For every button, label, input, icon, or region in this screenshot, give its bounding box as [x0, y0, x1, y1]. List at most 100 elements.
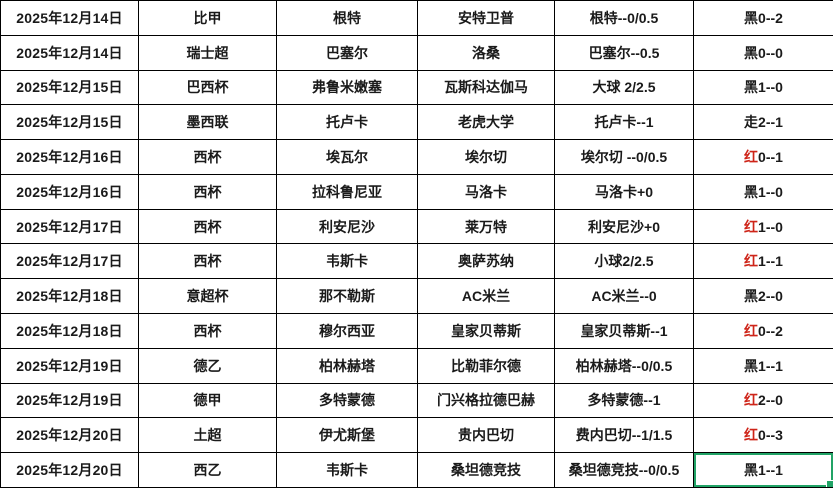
league-cell[interactable]: 西杯 — [138, 139, 277, 175]
home-team-cell[interactable]: 巴塞尔 — [276, 34, 418, 71]
away-team-cell[interactable]: 安特卫普 — [417, 0, 555, 36]
result-cell[interactable]: 走2--1 — [693, 104, 833, 141]
date-cell[interactable]: 2025年12月16日 — [0, 173, 139, 210]
handicap-cell[interactable]: 托卢卡--1 — [554, 104, 694, 141]
date-cell[interactable]: 2025年12月16日 — [0, 139, 139, 175]
away-team-cell[interactable]: 奥萨苏纳 — [417, 243, 555, 280]
league-cell[interactable]: 德甲 — [138, 382, 277, 419]
league-cell[interactable]: 墨西联 — [138, 104, 277, 141]
handicap-cell[interactable]: 埃尔切 --0/0.5 — [554, 139, 694, 175]
away-team-cell[interactable]: 马洛卡 — [417, 173, 555, 210]
away-team-cell[interactable]: 门兴格拉德巴赫 — [417, 382, 555, 419]
handicap-cell[interactable]: 马洛卡+0 — [554, 173, 694, 210]
league-cell[interactable]: 西杯 — [138, 313, 277, 349]
home-team-cell[interactable]: 穆尔西亚 — [276, 313, 418, 349]
handicap-cell[interactable]: 费内巴切--1/1.5 — [554, 417, 694, 454]
date-cell[interactable]: 2025年12月18日 — [0, 313, 139, 349]
date-cell[interactable]: 2025年12月17日 — [0, 243, 139, 280]
result-cell[interactable]: 黑0--0 — [693, 34, 833, 71]
date-cell[interactable]: 2025年12月14日 — [0, 34, 139, 71]
home-team-cell[interactable]: 拉科鲁尼亚 — [276, 173, 418, 210]
result-flag: 红 — [744, 218, 759, 235]
date-cell[interactable]: 2025年12月20日 — [0, 452, 139, 488]
date-cell[interactable]: 2025年12月15日 — [0, 69, 139, 106]
result-cell[interactable]: 红2--0 — [693, 382, 833, 419]
away-team-cell[interactable]: 桑坦德竞技 — [417, 452, 555, 488]
away-team-cell[interactable]: 皇家贝蒂斯 — [417, 313, 555, 349]
handicap-cell[interactable]: 小球2/2.5 — [554, 243, 694, 280]
table-row: 2025年12月19日 德乙 柏林赫塔 比勒菲尔德 柏林赫塔--0/0.5 黑1--1 — [0, 347, 833, 384]
result-score: 2--0 — [758, 288, 783, 305]
result-cell[interactable]: 红1--0 — [693, 208, 833, 245]
away-team-cell[interactable]: AC米兰 — [417, 278, 555, 315]
home-team-cell[interactable]: 伊尤斯堡 — [276, 417, 418, 454]
result-cell[interactable]: 红0--2 — [693, 313, 833, 349]
result-cell[interactable]: 红1--1 — [693, 243, 833, 280]
handicap-cell[interactable]: 巴塞尔--0.5 — [554, 34, 694, 71]
away-team-cell[interactable]: 埃尔切 — [417, 139, 555, 175]
league-cell[interactable]: 西杯 — [138, 208, 277, 245]
handicap-cell[interactable]: AC米兰--0 — [554, 278, 694, 315]
home-team-cell[interactable]: 柏林赫塔 — [276, 347, 418, 384]
table-row: 2025年12月16日 西杯 拉科鲁尼亚 马洛卡 马洛卡+0 黑1--0 — [0, 173, 833, 210]
league-cell[interactable]: 德乙 — [138, 347, 277, 384]
home-team-cell[interactable]: 多特蒙德 — [276, 382, 418, 419]
result-score: 1--1 — [758, 462, 783, 479]
league-cell[interactable]: 土超 — [138, 417, 277, 454]
date-cell[interactable]: 2025年12月17日 — [0, 208, 139, 245]
away-team-cell[interactable]: 莱万特 — [417, 208, 555, 245]
home-team-cell[interactable]: 韦斯卡 — [276, 452, 418, 488]
handicap-cell[interactable]: 桑坦德竞技--0/0.5 — [554, 452, 694, 488]
handicap-cell[interactable]: 柏林赫塔--0/0.5 — [554, 347, 694, 384]
home-team-cell[interactable]: 利安尼沙 — [276, 208, 418, 245]
result-cell[interactable]: 黑1--1 — [693, 347, 833, 384]
away-team-cell[interactable]: 瓦斯科达伽马 — [417, 69, 555, 106]
league-cell[interactable]: 比甲 — [138, 0, 277, 36]
away-team-cell[interactable]: 比勒菲尔德 — [417, 347, 555, 384]
date-cell[interactable]: 2025年12月19日 — [0, 347, 139, 384]
home-team-cell[interactable]: 韦斯卡 — [276, 243, 418, 280]
result-cell[interactable]: 黑1--0 — [693, 69, 833, 106]
result-cell-selected[interactable]: 黑1--1 — [693, 452, 833, 488]
handicap-cell[interactable]: 利安尼沙+0 — [554, 208, 694, 245]
league-cell[interactable]: 瑞士超 — [138, 34, 277, 71]
result-cell[interactable]: 红0--3 — [693, 417, 833, 454]
away-team-cell[interactable]: 洛桑 — [417, 34, 555, 71]
table-row: 2025年12月15日 巴西杯 弗鲁米嫩塞 瓦斯科达伽马 大球 2/2.5 黑1--0 — [0, 69, 833, 106]
league-cell[interactable]: 巴西杯 — [138, 69, 277, 106]
home-team-cell[interactable]: 托卢卡 — [276, 104, 418, 141]
date-cell[interactable]: 2025年12月20日 — [0, 417, 139, 454]
league-cell[interactable]: 西乙 — [138, 452, 277, 488]
fill-handle[interactable] — [826, 480, 833, 487]
handicap-cell[interactable]: 大球 2/2.5 — [554, 69, 694, 106]
away-team-cell[interactable]: 贵内巴切 — [417, 417, 555, 454]
date-cell[interactable]: 2025年12月14日 — [0, 0, 139, 36]
result-flag: 红 — [744, 149, 759, 166]
result-cell[interactable]: 黑0--2 — [693, 0, 833, 36]
date-cell[interactable]: 2025年12月18日 — [0, 278, 139, 315]
handicap-cell[interactable]: 根特--0/0.5 — [554, 0, 694, 36]
table-row: 2025年12月19日 德甲 多特蒙德 门兴格拉德巴赫 多特蒙德--1 红2--0 — [0, 382, 833, 419]
table-row: 2025年12月17日 西杯 利安尼沙 莱万特 利安尼沙+0 红1--0 — [0, 208, 833, 245]
date-cell[interactable]: 2025年12月19日 — [0, 382, 139, 419]
handicap-cell[interactable]: 多特蒙德--1 — [554, 382, 694, 419]
result-flag: 黑 — [744, 183, 759, 200]
home-team-cell[interactable]: 弗鲁米嫩塞 — [276, 69, 418, 106]
result-cell[interactable]: 红0--1 — [693, 139, 833, 175]
league-cell[interactable]: 西杯 — [138, 173, 277, 210]
result-cell[interactable]: 黑2--0 — [693, 278, 833, 315]
league-cell[interactable]: 西杯 — [138, 243, 277, 280]
result-cell[interactable]: 黑1--0 — [693, 173, 833, 210]
result-score: 1--0 — [758, 79, 783, 96]
home-team-cell[interactable]: 埃瓦尔 — [276, 139, 418, 175]
handicap-cell[interactable]: 皇家贝蒂斯--1 — [554, 313, 694, 349]
date-cell[interactable]: 2025年12月15日 — [0, 104, 139, 141]
away-team-cell[interactable]: 老虎大学 — [417, 104, 555, 141]
league-cell[interactable]: 意超杯 — [138, 278, 277, 315]
result-flag: 红 — [744, 427, 759, 444]
home-team-cell[interactable]: 根特 — [276, 0, 418, 36]
result-flag: 黑 — [744, 357, 759, 374]
home-team-cell[interactable]: 那不勒斯 — [276, 278, 418, 315]
result-flag: 黑 — [744, 44, 759, 61]
